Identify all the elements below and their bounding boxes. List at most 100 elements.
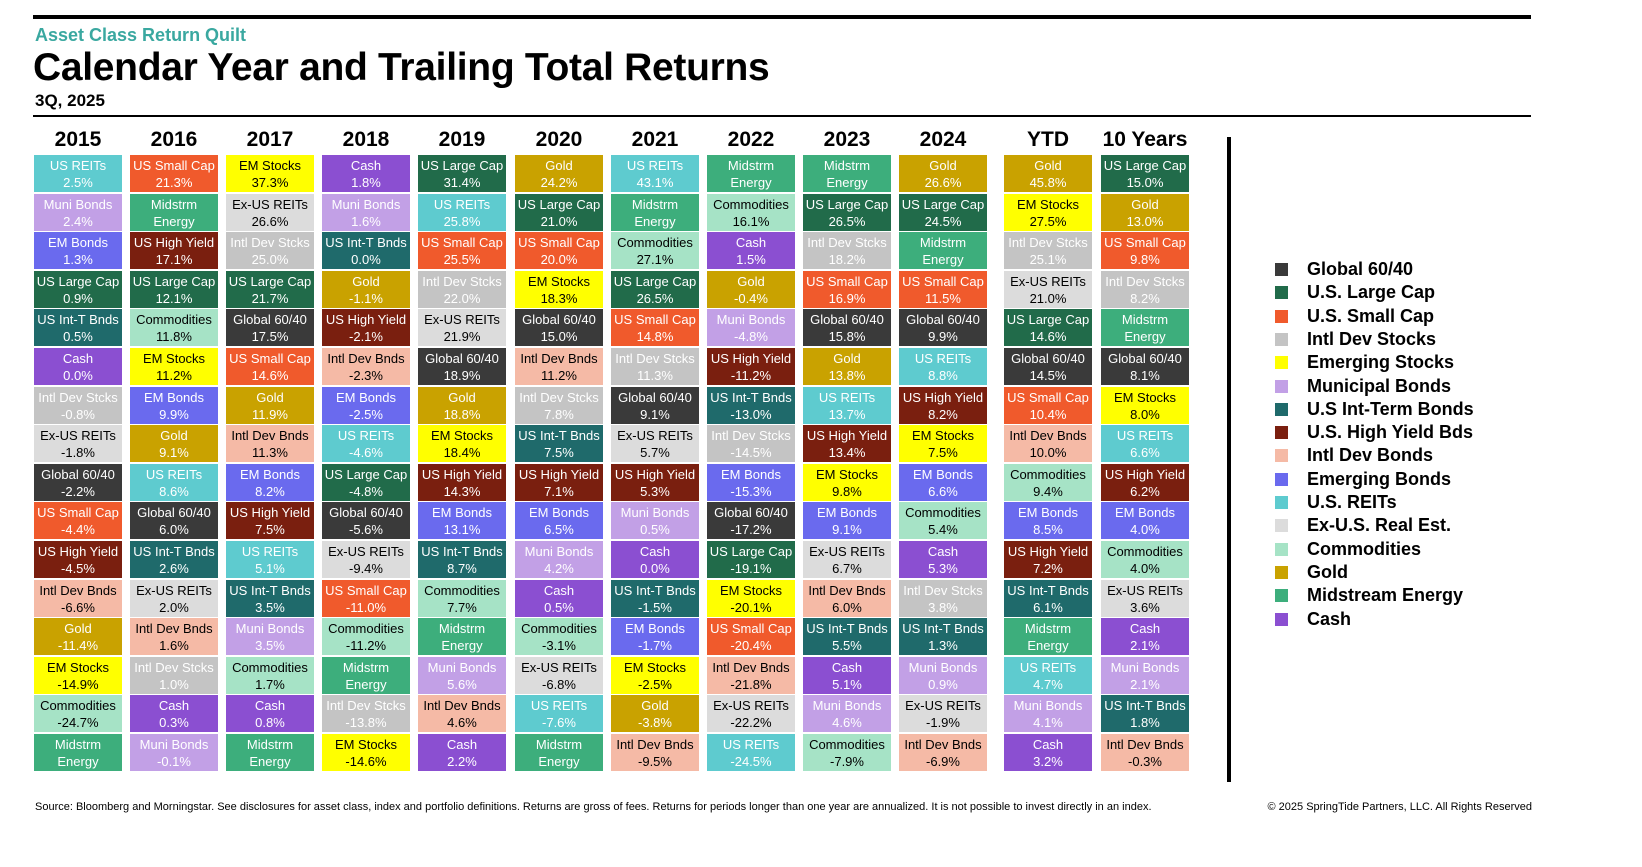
cell-value: 1.0% [159,676,189,692]
quilt-cell: US Small Cap 14.8% [611,309,699,347]
cell-label: Global 60/40 [329,505,403,521]
cell-value: 3.6% [1130,599,1160,615]
cell-label: Muni Bonds [139,737,209,752]
cell-value: -5.6% [349,522,383,538]
cell-value: 31.4% [443,175,481,190]
cell-value: 0.0% [640,561,670,576]
quilt-cell: Intl Dev Bnds 6.0% [803,579,891,617]
cell-value: 25.8% [443,213,481,229]
quilt-cell: Cash 1.8% [322,155,410,192]
cell-value: 0.5% [544,599,574,615]
quilt-cell: EM Bonds 8.2% [226,463,314,501]
cell-label: Midstrm Energy [246,737,294,769]
cell-value: 16.9% [828,290,866,306]
legend-swatch [1275,263,1288,276]
quilt-cell: EM Bonds -1.7% [611,618,699,656]
cell-label: Ex-US REITs [424,312,500,328]
quilt-cell: US Large Cap 31.4% [418,155,506,192]
quilt-cell: US REITs 8.6% [130,463,218,501]
quilt-cell: US Large Cap 21.7% [226,270,314,308]
quilt-cell: Ex-US REITs -1.8% [34,425,122,463]
cell-value: 11.8% [156,329,192,345]
quilt-cell: US Int-T Bnds 0.0% [322,232,410,270]
cell-value: 3.5% [255,599,285,615]
cell-label: US Small Cap [133,158,215,173]
quilt-cell: US Int-T Bnds 2.6% [130,541,218,578]
quilt-cell: Intl Dev Stcks 1.0% [130,656,218,694]
quilt-cell: Intl Dev Stcks 11.3% [611,348,699,385]
cell-value: 1.7% [255,676,285,692]
cell-value: 11.3% [252,445,288,461]
quilt-cell: Muni Bonds 5.6% [418,656,506,694]
cell-value: -4.8% [349,483,383,499]
quilt-cell: EM Bonds -2.5% [322,386,410,424]
quilt-cell: Gold -11.4% [34,618,122,656]
cell-label: Intl Dev Stcks [903,582,983,598]
cell-value: 7.5% [544,445,574,461]
quilt-cell: Midstrm Energy -32.6% [34,734,122,786]
quilt-cell: Muni Bonds 0.5% [611,502,699,540]
cell-value: 11.2% [156,368,192,383]
cell-label: EM Stocks [527,273,591,289]
cell-label: Commodities [328,621,404,637]
cell-label: EM Stocks [1016,196,1080,212]
cell-label: Intl Dev Bnds [135,621,213,637]
cell-label: US Small Cap [229,351,311,366]
cell-label: US REITs [433,196,491,212]
cell-value: 13.1% [443,522,481,538]
cell-label: EM Stocks [238,158,302,173]
quilt-cell: US High Yield 7.2% [1004,541,1092,578]
quilt-cell: Muni Bonds 0.9% [899,656,987,694]
quilt-cell: US Small Cap 21.3% [130,155,218,192]
cell-label: Commodities [809,737,885,752]
quilt-cell: EM Stocks -2.5% [611,656,699,694]
cell-value: -3.8% [638,715,672,731]
cell-value: 7.8% [544,406,574,422]
year-header: 2017 [246,128,294,151]
cell-value: 6.7% [832,561,862,576]
cell-value: 10.4% [1029,406,1067,422]
cell-value: -0.8% [61,406,95,422]
quilt-cell: Gold 18.8% [418,386,506,424]
cell-label: Cash [1032,737,1064,752]
quilt-cell: Cash 2.2% [418,734,506,771]
cell-label: Muni Bonds [524,544,594,559]
quilt-cell: US REITs 25.8% [418,193,506,231]
cell-value: -6.6% [61,599,95,615]
cell-value: -1.7% [638,638,672,654]
cell-value: -20.4% [730,638,772,654]
cell-value: 25.0% [251,252,289,268]
cell-value: 4.2% [544,561,574,576]
cell-label: US High Yield [902,389,984,405]
cell-label: US Large Cap [420,158,504,173]
cell-label: EM Stocks [46,659,110,675]
cell-value: -7.6% [542,715,576,731]
quilt-cell: Gold 9.1% [130,425,218,463]
cell-value: -13.0% [730,406,772,422]
cell-label: Ex-US REITs [905,698,981,714]
cell-label: US Int-T Bnds [902,621,984,637]
cell-value: 6.6% [1130,445,1160,461]
cell-label: EM Bonds [817,505,877,521]
quilt-cell: EM Bonds 9.9% [130,386,218,424]
cell-label: Gold [833,351,861,366]
cell-label: US Int-T Bnds [1104,698,1186,714]
cell-label: Gold [352,273,380,289]
cell-value: 15.0% [540,329,578,345]
cell-label: US Large Cap [1103,158,1187,173]
legend-swatch [1275,449,1288,463]
cell-label: US REITs [626,158,684,173]
cell-label: US Large Cap [36,273,120,289]
cell-label: Intl Dev Stcks [1008,235,1088,251]
cell-label: Ex-US REITs [521,659,597,675]
supertitle: Asset Class Return Quilt [35,25,247,45]
cell-label: Muni Bonds [427,659,497,675]
cell-label: US Large Cap [805,196,889,212]
quilt-cell: Global 60/40 15.8% [803,309,891,347]
quilt-cell: Commodities 7.7% [418,579,506,617]
cell-value: 13.4% [828,445,866,461]
cell-value: 8.8% [928,368,958,383]
cell-label: Global 60/40 [906,312,980,328]
quilt-cell: EM Stocks 18.3% [515,270,603,308]
quilt-cell: Global 60/40 -2.2% [34,463,122,501]
